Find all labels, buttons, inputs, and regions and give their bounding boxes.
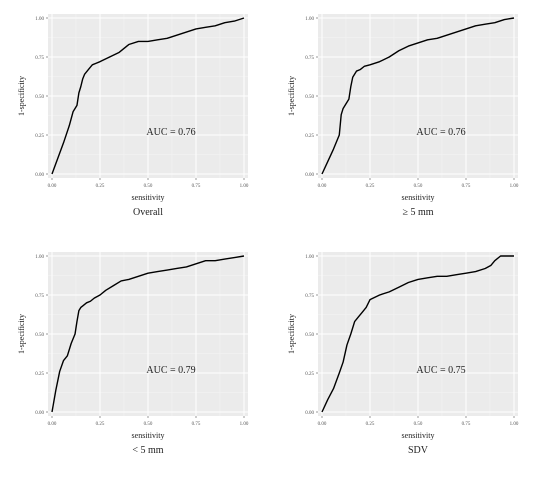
y-tick-label: 0.50 <box>35 333 44 338</box>
y-tick-label: 0.25 <box>305 372 314 377</box>
y-tick-label: 0.25 <box>35 372 44 377</box>
roc-panel-4: 0.00 0.25 0.50 0.75 1.00 0.00 0.25 0.50 0.75 1.00… <box>287 252 519 456</box>
x-tick-label: 1.00 <box>510 184 519 189</box>
roc-panel-3: 0.00 0.25 0.50 0.75 1.00 0.00 0.25 0.50 0.75 1.00… <box>17 252 249 456</box>
roc-curve-line <box>51 255 245 413</box>
x-tick-label: 0.50 <box>144 422 153 427</box>
y-axis-label: 1-specificity <box>287 314 296 354</box>
auc-annotation: AUC = 0.76 <box>416 127 465 138</box>
panel-caption: Overall <box>133 207 163 218</box>
x-tick-label: 0.25 <box>96 184 105 189</box>
roc-panel-1: 0.00 0.25 0.50 0.75 1.00 0.00 0.25 0.50 0.75 1.00… <box>17 14 249 218</box>
x-tick-label: 1.00 <box>240 184 249 189</box>
y-axis-label: 1-specificity <box>17 314 26 354</box>
y-tick-label: 0.00 <box>305 411 314 416</box>
x-tick-label: 0.00 <box>48 422 57 427</box>
panel-caption: SDV <box>408 445 429 456</box>
y-tick-label: 1.00 <box>305 255 314 260</box>
panel-caption: < 5 mm <box>132 445 163 456</box>
y-axis-label: 1-specificity <box>17 76 26 116</box>
x-tick-label: 0.00 <box>318 422 327 427</box>
y-tick-label: 1.00 <box>35 17 44 22</box>
y-axis-label: 1-specificity <box>287 76 296 116</box>
y-tick-label: 0.00 <box>35 173 44 178</box>
y-tick-label: 0.75 <box>305 56 314 61</box>
x-tick-label: 0.50 <box>414 184 423 189</box>
x-tick-label: 0.75 <box>462 184 471 189</box>
x-tick-label: 0.25 <box>96 422 105 427</box>
roc-curve-line <box>321 17 515 175</box>
y-tick-label: 1.00 <box>305 17 314 22</box>
x-tick-label: 0.75 <box>462 422 471 427</box>
x-axis-label: sensitivity <box>132 193 165 202</box>
y-tick-label: 0.50 <box>305 333 314 338</box>
auc-annotation: AUC = 0.75 <box>416 365 465 376</box>
x-tick-label: 0.50 <box>414 422 423 427</box>
roc-panel-2: 0.00 0.25 0.50 0.75 1.00 0.00 0.25 0.50 0.75 1.00… <box>287 14 519 218</box>
y-tick-label: 0.00 <box>35 411 44 416</box>
x-tick-label: 0.75 <box>192 422 201 427</box>
panel-caption: ≥ 5 mm <box>402 207 433 218</box>
y-tick-label: 0.75 <box>305 294 314 299</box>
auc-annotation: AUC = 0.76 <box>146 127 195 138</box>
y-tick-label: 0.25 <box>305 134 314 139</box>
y-tick-label: 0.50 <box>35 95 44 100</box>
x-axis-label: sensitivity <box>402 431 435 440</box>
x-tick-label: 1.00 <box>240 422 249 427</box>
x-axis-label: sensitivity <box>132 431 165 440</box>
x-axis-label: sensitivity <box>402 193 435 202</box>
x-tick-label: 1.00 <box>510 422 519 427</box>
x-tick-label: 0.75 <box>192 184 201 189</box>
x-tick-label: 0.25 <box>366 184 375 189</box>
x-tick-label: 0.00 <box>318 184 327 189</box>
y-tick-label: 0.75 <box>35 56 44 61</box>
y-tick-label: 0.00 <box>305 173 314 178</box>
auc-annotation: AUC = 0.79 <box>146 365 195 376</box>
x-tick-label: 0.00 <box>48 184 57 189</box>
roc-curve-line <box>51 17 245 175</box>
y-tick-label: 1.00 <box>35 255 44 260</box>
x-tick-label: 0.50 <box>144 184 153 189</box>
y-tick-label: 0.25 <box>35 134 44 139</box>
x-tick-label: 0.25 <box>366 422 375 427</box>
roc-curve-line <box>321 255 514 413</box>
y-tick-label: 0.50 <box>305 95 314 100</box>
y-tick-label: 0.75 <box>35 294 44 299</box>
